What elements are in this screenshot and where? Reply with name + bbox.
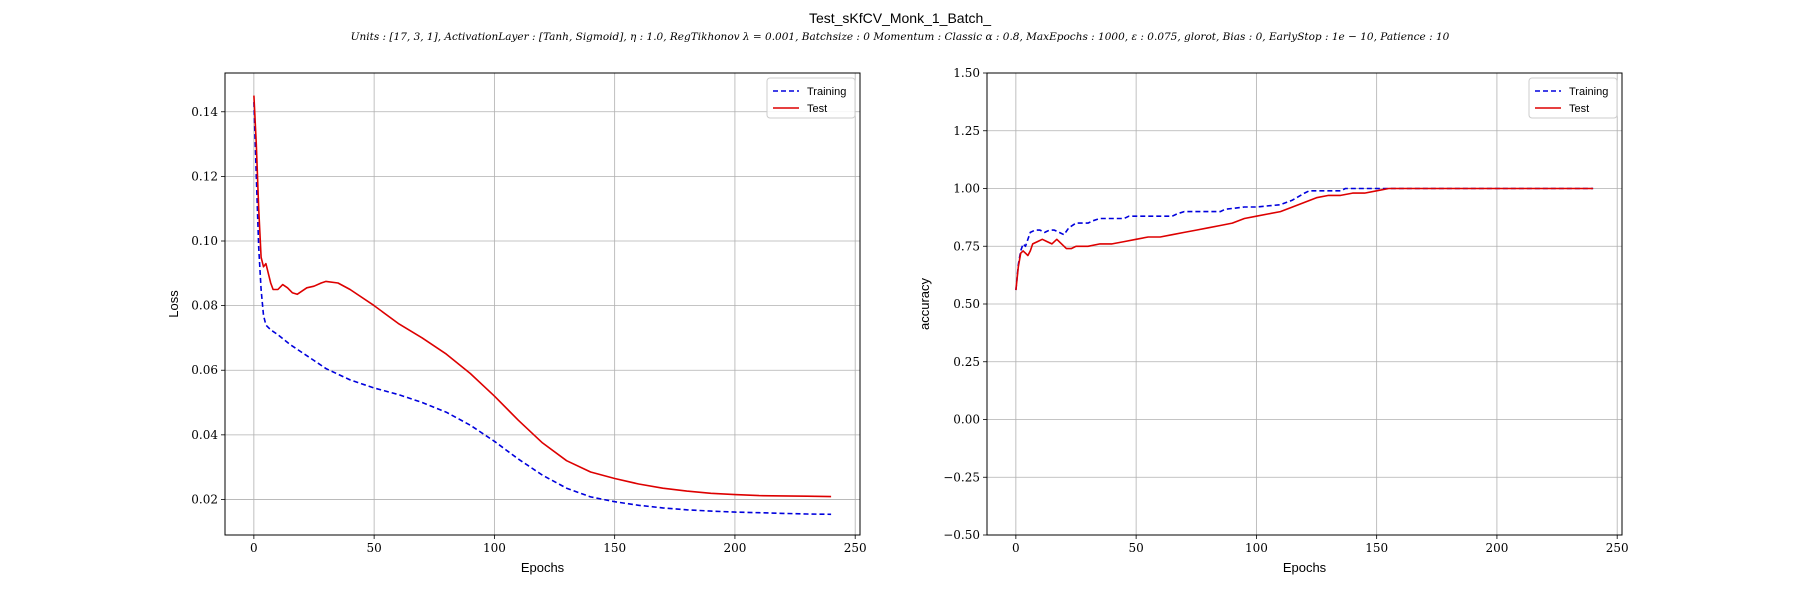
series-line-training (1015, 187, 1594, 291)
legend-label-training: Training (1569, 86, 1608, 98)
x-tick-label: 250 (844, 541, 867, 555)
y-axis-label: Loss (166, 290, 181, 318)
x-tick-label: 0 (250, 541, 258, 555)
x-tick-label: 150 (1365, 541, 1388, 555)
y-tick-label: 0.10 (191, 234, 218, 248)
x-tick-label: 250 (1606, 541, 1629, 555)
y-tick-label: 0.25 (953, 355, 980, 369)
x-tick-label: 0 (1012, 541, 1020, 555)
series-line-training (253, 102, 832, 516)
loss-chart: 0 50 100 150 200 250 0.02 0.04 0.06 0.08 0.10 0.12 0… (166, 72, 867, 575)
y-tick-label: 0.12 (191, 169, 218, 183)
series-line-test (253, 95, 832, 498)
figure-subtitle: Units : [17, 3, 1], ActivationLayer : [T… (350, 31, 1450, 43)
y-tick-label: 1.00 (953, 182, 980, 196)
y-tick-label: −0.50 (943, 528, 980, 542)
y-tick-label: 0.06 (191, 363, 218, 377)
x-axis-label: Epochs (521, 560, 565, 575)
plot-frame (986, 72, 1623, 536)
legend: Training Test (1528, 77, 1618, 119)
legend-label-training: Training (807, 86, 846, 98)
x-tick-label: 50 (366, 541, 381, 555)
y-tick-label: 0.50 (953, 297, 980, 311)
y-tick-label: 1.50 (953, 66, 980, 80)
legend-label-test: Test (807, 103, 827, 115)
y-axis-label: accuracy (917, 277, 932, 330)
y-tick-label: −0.25 (943, 470, 980, 484)
x-axis-label: Epochs (1283, 560, 1327, 575)
x-tick-label: 200 (1485, 541, 1508, 555)
y-tick-label: 0.00 (953, 413, 980, 427)
plot-frame (224, 72, 861, 536)
y-tick-label: 0.08 (191, 299, 218, 313)
figure-title: Test_sKfCV_Monk_1_Batch_ (808, 10, 992, 26)
y-tick-label: 0.04 (191, 428, 218, 442)
x-tick-label: 50 (1128, 541, 1143, 555)
y-tick-label: 0.14 (191, 105, 218, 119)
x-tick-label: 150 (603, 541, 626, 555)
legend: Training Test (766, 77, 856, 119)
y-tick-label: 0.75 (953, 239, 980, 253)
x-tick-label: 200 (723, 541, 746, 555)
y-tick-label: 0.02 (191, 492, 218, 506)
x-tick-label: 100 (1245, 541, 1268, 555)
x-tick-label: 100 (483, 541, 506, 555)
accuracy-chart: 0 50 100 150 200 250 −0.50 −0.25 0.00 0.25 0.50 0.7… (917, 66, 1629, 575)
series-line-test (1015, 187, 1594, 291)
legend-label-test: Test (1569, 103, 1589, 115)
y-tick-label: 1.25 (953, 124, 980, 138)
